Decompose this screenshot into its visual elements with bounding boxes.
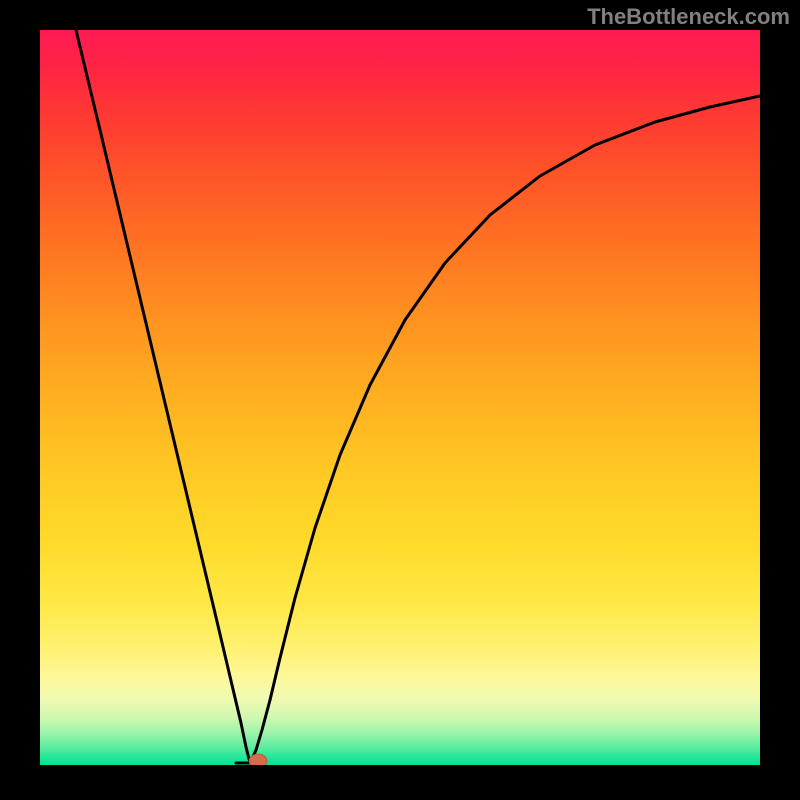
plot-area (40, 30, 760, 765)
curve-right-branch (250, 96, 760, 762)
minimum-marker (249, 754, 267, 765)
watermark-text: TheBottleneck.com (587, 4, 790, 30)
curve-left-branch (76, 30, 250, 762)
curve-svg (40, 30, 760, 765)
chart-container: TheBottleneck.com (0, 0, 800, 800)
